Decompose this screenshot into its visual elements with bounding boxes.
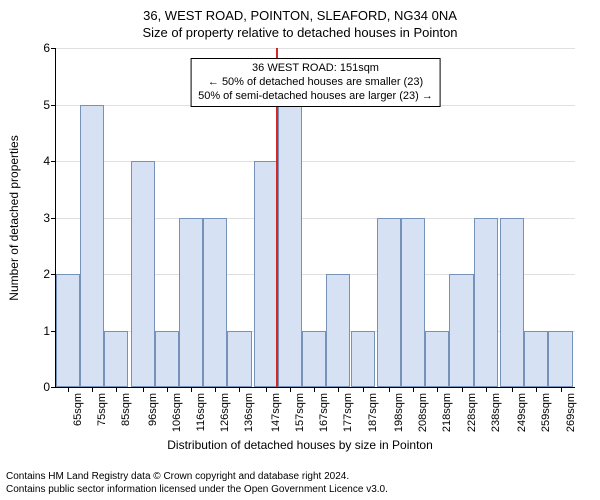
bar — [227, 331, 251, 388]
bar — [401, 218, 425, 388]
legend-line-1: 36 WEST ROAD: 151sqm — [198, 62, 433, 76]
xtick-mark — [413, 387, 414, 392]
xtick-label: 65sqm — [72, 393, 84, 426]
ytick-mark — [51, 161, 56, 162]
bar — [104, 331, 128, 388]
ytick-label: 0 — [43, 380, 50, 394]
page-subtitle: Size of property relative to detached ho… — [0, 23, 600, 40]
bar — [278, 105, 302, 388]
xtick-mark — [266, 387, 267, 392]
xtick-mark — [68, 387, 69, 392]
xtick-label: 187sqm — [367, 393, 379, 432]
xtick-label: 147sqm — [270, 393, 282, 432]
bar — [449, 274, 473, 387]
ytick-label: 3 — [43, 211, 50, 225]
xtick-mark — [486, 387, 487, 392]
xtick-label: 106sqm — [171, 393, 183, 432]
xtick-label: 136sqm — [243, 393, 255, 432]
bar — [254, 161, 278, 387]
xtick-label: 269sqm — [565, 393, 577, 432]
xtick-label: 85sqm — [120, 393, 132, 426]
bar — [474, 218, 498, 388]
xtick-label: 218sqm — [441, 393, 453, 432]
xtick-label: 198sqm — [393, 393, 405, 432]
xtick-label: 238sqm — [490, 393, 502, 432]
xtick-label: 228sqm — [466, 393, 478, 432]
bar — [131, 161, 155, 387]
bar — [56, 274, 80, 387]
ytick-label: 1 — [43, 324, 50, 338]
bar — [500, 218, 524, 388]
xtick-mark — [338, 387, 339, 392]
xtick-mark — [239, 387, 240, 392]
xtick-mark — [314, 387, 315, 392]
ytick-mark — [51, 387, 56, 388]
chart-container: 36, WEST ROAD, POINTON, SLEAFORD, NG34 0… — [0, 0, 600, 500]
xtick-mark — [116, 387, 117, 392]
bar — [80, 105, 104, 388]
bar — [302, 331, 326, 388]
xtick-label: 96sqm — [147, 393, 159, 426]
xtick-mark — [462, 387, 463, 392]
legend-line-2: ← 50% of detached houses are smaller (23… — [198, 76, 433, 90]
plot-region: 36 WEST ROAD: 151sqm ← 50% of detached h… — [55, 48, 575, 388]
bar — [524, 331, 548, 388]
ytick-label: 4 — [43, 154, 50, 168]
bar — [351, 331, 375, 388]
xtick-mark — [191, 387, 192, 392]
xtick-label: 75sqm — [96, 393, 108, 426]
footer-line-1: Contains HM Land Registry data © Crown c… — [6, 471, 388, 484]
xtick-label: 208sqm — [417, 393, 429, 432]
ytick-label: 6 — [43, 41, 50, 55]
xtick-label: 177sqm — [342, 393, 354, 432]
bar — [377, 218, 401, 388]
bar — [179, 218, 203, 388]
xtick-mark — [143, 387, 144, 392]
xtick-mark — [437, 387, 438, 392]
xtick-label: 259sqm — [540, 393, 552, 432]
legend-box: 36 WEST ROAD: 151sqm ← 50% of detached h… — [190, 58, 441, 107]
page-title: 36, WEST ROAD, POINTON, SLEAFORD, NG34 0… — [0, 0, 600, 23]
xtick-mark — [363, 387, 364, 392]
ytick-mark — [51, 48, 56, 49]
xtick-label: 167sqm — [318, 393, 330, 432]
ytick-mark — [51, 105, 56, 106]
xtick-label: 249sqm — [516, 393, 528, 432]
xtick-mark — [167, 387, 168, 392]
ytick-label: 5 — [43, 98, 50, 112]
footer: Contains HM Land Registry data © Crown c… — [6, 471, 388, 496]
xtick-mark — [92, 387, 93, 392]
footer-line-2: Contains public sector information licen… — [6, 484, 388, 497]
y-axis-label: Number of detached properties — [7, 135, 21, 300]
legend-line-3: 50% of semi-detached houses are larger (… — [198, 90, 433, 104]
ytick-label: 2 — [43, 267, 50, 281]
xtick-label: 116sqm — [195, 393, 207, 431]
xtick-mark — [536, 387, 537, 392]
bar — [326, 274, 350, 387]
xtick-mark — [215, 387, 216, 392]
xtick-mark — [561, 387, 562, 392]
x-axis-label: Distribution of detached houses by size … — [0, 438, 600, 452]
xtick-mark — [389, 387, 390, 392]
xtick-label: 126sqm — [219, 393, 231, 432]
bar — [425, 331, 449, 388]
ytick-mark — [51, 218, 56, 219]
gridline — [56, 48, 575, 49]
xtick-mark — [512, 387, 513, 392]
bar — [155, 331, 179, 388]
bar — [548, 331, 572, 388]
xtick-mark — [290, 387, 291, 392]
chart-area: 36 WEST ROAD: 151sqm ← 50% of detached h… — [55, 48, 575, 388]
bar — [203, 218, 227, 388]
xtick-label: 157sqm — [294, 393, 306, 432]
